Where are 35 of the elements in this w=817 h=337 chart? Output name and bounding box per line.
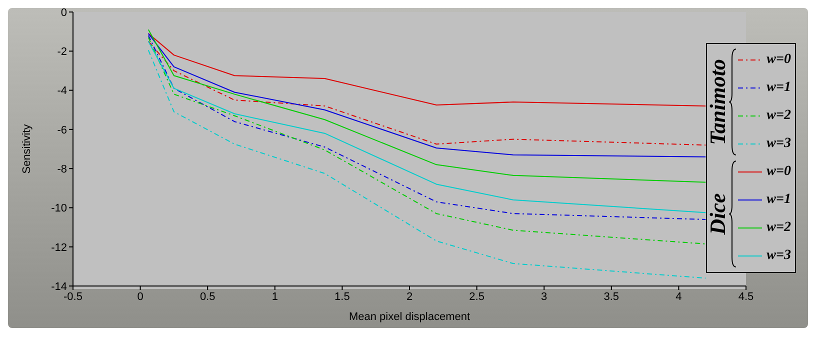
line-series — [148, 50, 706, 279]
x-tick-label: 0 — [137, 290, 144, 303]
x-tick-label: -0.5 — [64, 290, 82, 303]
annotation: Dice — [704, 193, 731, 235]
x-axis-title: Mean pixel displacement — [348, 311, 470, 323]
y-tick-label: 0 — [60, 6, 67, 19]
line-series — [148, 29, 706, 183]
x-tick-label: 2.5 — [469, 290, 484, 303]
y-tick-label: -4 — [57, 85, 67, 98]
legend-label: w=1 — [766, 80, 791, 96]
x-tick-label: 1 — [272, 290, 278, 303]
legend-label: w=2 — [766, 220, 791, 236]
legend-label: w=0 — [766, 52, 791, 68]
y-tick-label: -14 — [51, 280, 67, 293]
x-tick-label: 2 — [406, 290, 413, 303]
legend-label: w=1 — [766, 192, 791, 208]
x-tick-label: 4.5 — [738, 290, 754, 303]
x-tick-label: 0.5 — [200, 290, 216, 303]
y-tick-label: -12 — [51, 242, 67, 254]
x-tick-label: 3.5 — [604, 290, 620, 303]
legend-label: w=3 — [766, 248, 791, 264]
legend-label: w=2 — [766, 108, 791, 124]
y-tick-label: -8 — [57, 163, 67, 176]
x-tick-label: 1.5 — [334, 290, 350, 303]
legend-label: w=3 — [766, 136, 791, 152]
x-tick-label: 4 — [676, 290, 682, 303]
line-series — [148, 40, 706, 146]
line-series — [148, 33, 706, 106]
annotation: Tanimoto — [704, 59, 731, 145]
x-tick-label: 3 — [541, 290, 548, 303]
y-tick-label: -10 — [51, 202, 67, 215]
y-axis-title: Sensitivity — [20, 124, 33, 174]
y-tick-label: -2 — [57, 46, 67, 58]
legend-label: w=0 — [766, 164, 791, 180]
y-tick-label: -6 — [57, 124, 67, 136]
